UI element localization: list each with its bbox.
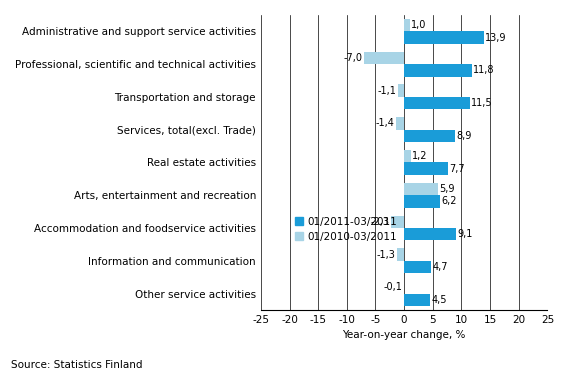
Bar (404, 19, 410, 31)
Text: 4,5: 4,5 (431, 295, 447, 305)
Text: -7,0: -7,0 (344, 53, 362, 63)
Bar (404, 97, 470, 109)
Text: -1,4: -1,4 (376, 119, 395, 128)
Bar (404, 261, 431, 273)
Text: 8,9: 8,9 (456, 131, 472, 141)
Bar (404, 294, 430, 306)
Bar (404, 64, 472, 77)
Text: 7,7: 7,7 (450, 164, 465, 174)
Bar (398, 85, 404, 97)
Text: 11,8: 11,8 (473, 65, 494, 76)
Text: -2,3: -2,3 (370, 217, 390, 227)
Bar (403, 281, 404, 294)
Bar (404, 195, 440, 208)
Bar (404, 183, 438, 195)
Text: 1,0: 1,0 (411, 20, 427, 30)
X-axis label: Year-on-year change, %: Year-on-year change, % (343, 330, 466, 340)
Text: 4,7: 4,7 (432, 262, 448, 272)
Bar (404, 162, 448, 175)
Bar (404, 130, 455, 142)
Text: Source: Statistics Finland: Source: Statistics Finland (11, 360, 143, 370)
Bar (404, 31, 484, 44)
Text: 13,9: 13,9 (485, 33, 507, 43)
Bar (397, 248, 404, 261)
Text: 6,2: 6,2 (441, 196, 456, 206)
Bar (404, 150, 411, 162)
Bar (404, 228, 456, 240)
Text: 9,1: 9,1 (457, 229, 473, 239)
Text: -1,3: -1,3 (376, 249, 395, 260)
Bar (364, 52, 404, 64)
Bar (391, 215, 404, 228)
Text: -0,1: -0,1 (384, 282, 402, 292)
Text: 5,9: 5,9 (439, 184, 455, 194)
Text: 1,2: 1,2 (413, 151, 428, 161)
Bar (396, 117, 404, 130)
Text: -1,1: -1,1 (377, 86, 397, 96)
Legend: 01/2011-03/2011, 01/2010-03/2011: 01/2011-03/2011, 01/2010-03/2011 (295, 217, 397, 242)
Text: 11,5: 11,5 (472, 98, 493, 108)
